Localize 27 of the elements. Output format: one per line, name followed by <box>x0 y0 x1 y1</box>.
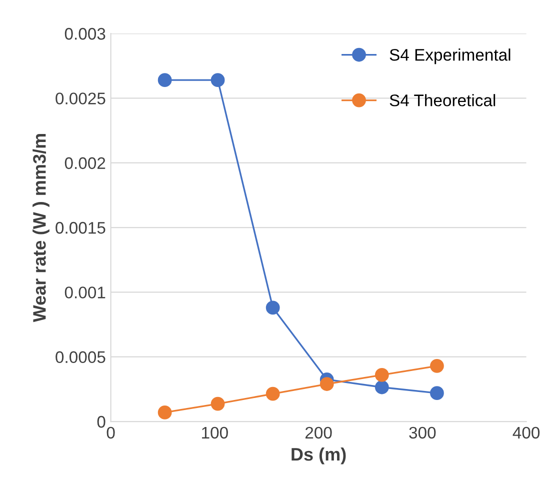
point <box>374 380 389 394</box>
x-tick-label: 0 <box>106 426 115 439</box>
y-tick-label: 0.003 <box>64 28 106 40</box>
point <box>266 300 280 315</box>
legend-label: S4 Experimental <box>390 48 510 64</box>
y-tick-label: 0.0005 <box>56 351 106 364</box>
legend-label: S4 Theoretical <box>390 94 496 106</box>
point <box>210 73 225 88</box>
y-tick-label: 0.001 <box>64 286 106 298</box>
x-tick-label: 200 <box>305 426 332 439</box>
y-tick-label: 0.0015 <box>56 222 106 234</box>
x-tick-label: 300 <box>409 426 436 439</box>
x-tick-label: 400 <box>512 426 540 439</box>
y-axis-title: Wear rate (W ) mm3/m <box>32 134 50 322</box>
x-tick-label: 100 <box>202 426 228 439</box>
point <box>210 396 225 411</box>
y-tick-label: 0.0025 <box>56 92 106 104</box>
y-tick-label: 0 <box>97 416 106 428</box>
point <box>266 386 280 401</box>
x-axis-title: Ds (m) <box>292 447 346 464</box>
point <box>430 358 444 373</box>
point <box>320 377 334 391</box>
point <box>158 406 172 420</box>
y-tick-label: 0.002 <box>64 157 106 170</box>
point <box>374 368 389 382</box>
point <box>430 386 444 400</box>
point <box>158 73 172 88</box>
